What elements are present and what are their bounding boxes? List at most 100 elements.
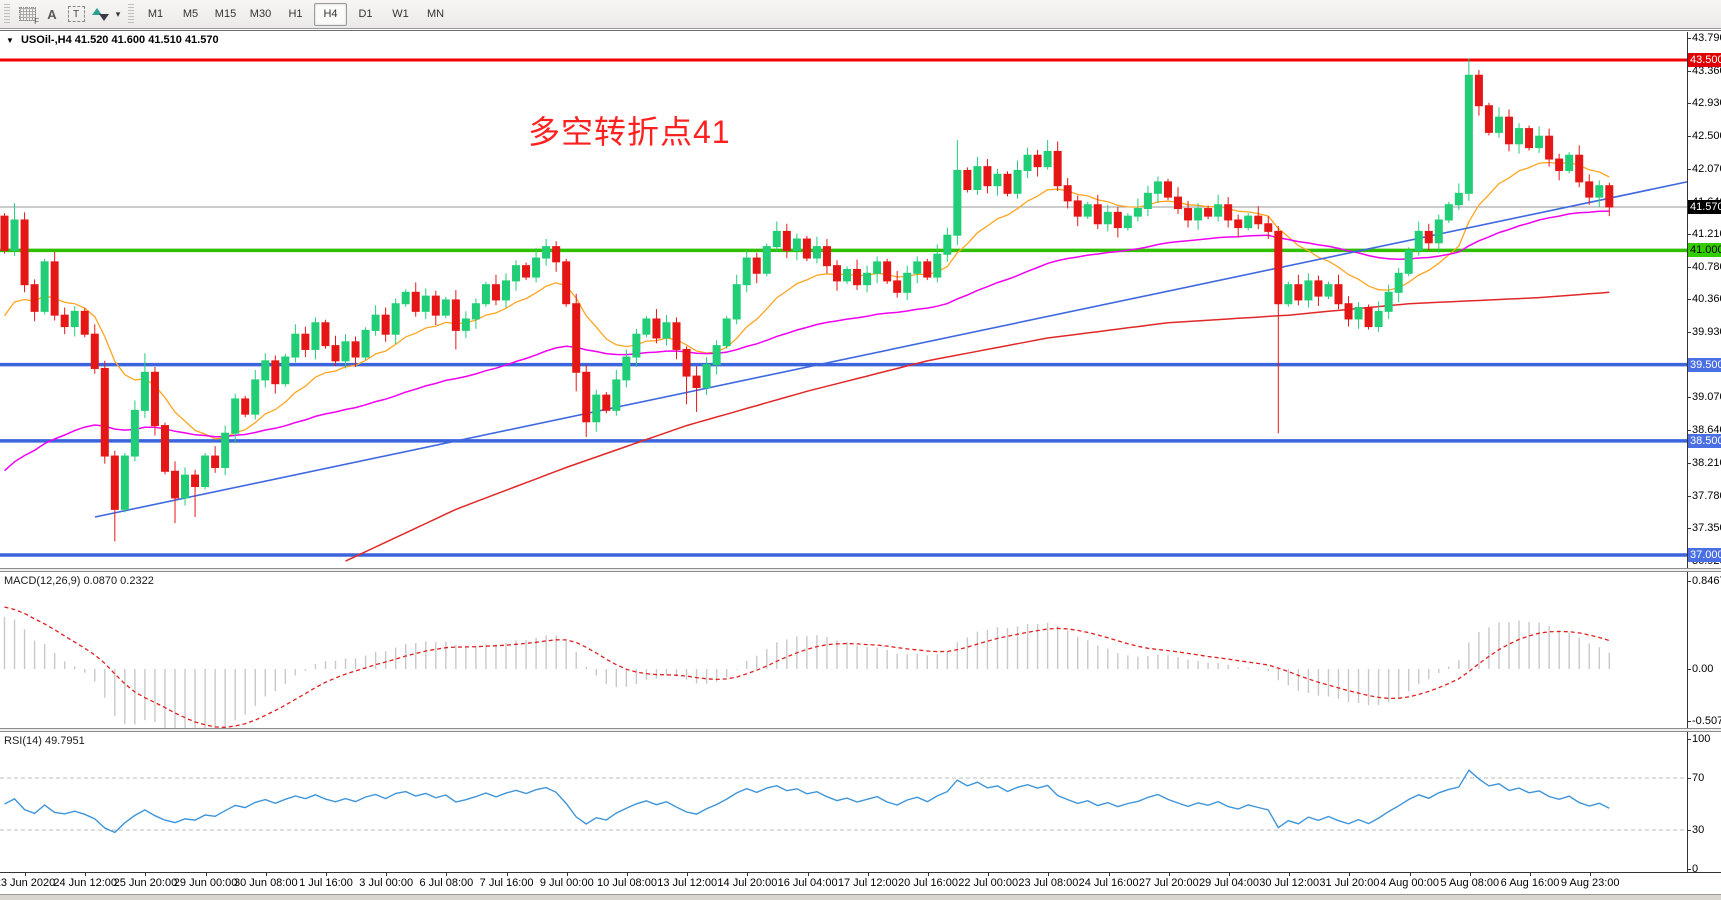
fast-ma-line: [3, 161, 1610, 440]
time-tick-mark: [1048, 873, 1050, 876]
price-tick-label: 37.350: [1692, 522, 1721, 535]
rsi-tick-mark: [1687, 869, 1691, 870]
time-label: 6 Jul 08:00: [419, 877, 474, 889]
rsi-tick-mark: [1687, 830, 1691, 831]
panel-splitter[interactable]: [0, 728, 1721, 732]
price-axis[interactable]: 43.79043.36042.93042.50042.07041.64041.2…: [1687, 32, 1721, 568]
candle-body: [160, 425, 169, 472]
candle-body: [642, 318, 651, 335]
candle-body: [371, 314, 380, 331]
timeframe-toolbar: M1 M5 M15 M30 H1 H4 D1 W1 MN: [138, 0, 453, 28]
price-tick-mark: [1687, 462, 1691, 464]
candle-body: [90, 333, 99, 369]
candle-body: [0, 215, 9, 251]
arrow-objects-dropdown-button[interactable]: ▾: [112, 3, 124, 25]
timeframe-button-h1[interactable]: H1: [288, 8, 303, 20]
candle-body: [461, 318, 470, 331]
candle-body: [592, 394, 601, 423]
font-a-icon: A: [47, 6, 57, 22]
candle-body: [171, 470, 180, 499]
candle-body: [532, 257, 541, 278]
timeframe-button-h4[interactable]: H4: [314, 2, 347, 26]
time-label: 17 Jul 12:00: [837, 877, 898, 889]
macd-panel-svg[interactable]: [0, 572, 1721, 728]
candle-body: [923, 261, 932, 278]
candle-body: [481, 284, 490, 305]
candle-body: [1063, 185, 1072, 202]
candle-body: [542, 246, 551, 259]
rsi-tick-label: 0: [1692, 863, 1699, 875]
rsi-tick-label: 70: [1692, 772, 1705, 784]
candle-body: [1163, 181, 1172, 198]
time-axis[interactable]: 23 Jun 2020 24 Jun 12:00 25 Jun 20:00 29 Ju…: [0, 872, 1721, 895]
timeframe-button-d1[interactable]: D1: [358, 8, 373, 20]
candle-body: [1013, 169, 1022, 194]
candle-body: [1143, 192, 1152, 210]
candle-body: [953, 169, 962, 236]
time-label: 25 Jun 20:00: [113, 877, 178, 889]
font-tool-button[interactable]: A: [40, 3, 64, 25]
time-tick-mark: [807, 873, 809, 876]
timeframe-button-w1[interactable]: W1: [392, 8, 409, 20]
time-label: 31 Jul 20:00: [1319, 877, 1380, 889]
candle-body: [391, 303, 400, 335]
candle-body: [522, 265, 531, 278]
timeframe-button-m1[interactable]: M1: [147, 8, 164, 20]
timeframe-button-mn[interactable]: MN: [426, 8, 445, 20]
timeframe-button-m30[interactable]: M30: [249, 8, 272, 20]
text-label-tool-button[interactable]: T: [64, 3, 88, 25]
toolbar-grip[interactable]: [128, 4, 134, 24]
candle-body: [150, 371, 159, 427]
arrow-objects-button[interactable]: [88, 3, 112, 25]
candle-body: [421, 295, 430, 312]
candle-body: [993, 173, 1002, 187]
candle-body: [1535, 135, 1544, 149]
rsi-axis[interactable]: 100 70 30 0: [1687, 732, 1721, 875]
grid-snap-tool-button[interactable]: F: [14, 3, 40, 26]
candle-body: [832, 265, 841, 282]
price-tick-mark: [1687, 397, 1691, 399]
candle-body: [732, 284, 741, 320]
timeframe-button-m15[interactable]: M15: [214, 8, 237, 20]
price-tick-mark: [1687, 168, 1691, 170]
candle-body: [1023, 154, 1032, 171]
price-tick-mark: [1687, 495, 1691, 497]
panel-splitter[interactable]: [0, 568, 1721, 572]
candle-body: [1033, 154, 1042, 168]
time-label: 20 Jul 16:00: [898, 877, 958, 889]
level-price-label-43.500: 43.500: [1688, 53, 1721, 68]
candle-body: [873, 261, 882, 274]
candle-body: [973, 166, 982, 190]
macd-tick-label: -0.5072: [1692, 715, 1721, 727]
candle-body: [692, 375, 701, 389]
macd-axis[interactable]: 0.8467 0.00 -0.5072: [1687, 572, 1721, 728]
time-tick-mark: [265, 873, 267, 876]
candle-body: [1605, 185, 1614, 208]
timeframe-button-m5[interactable]: M5: [182, 8, 199, 20]
candle-body: [431, 295, 440, 316]
candle-body: [441, 299, 450, 316]
rsi-panel-svg[interactable]: [0, 732, 1721, 872]
candle-body: [1123, 215, 1132, 229]
symbol-dropdown-icon[interactable]: ▼: [6, 36, 14, 45]
candle-body: [261, 360, 270, 381]
candle-body: [221, 432, 230, 468]
chart-title[interactable]: ▼ USOil-,H4 41.520 41.600 41.510 41.570: [6, 34, 219, 46]
candle-body: [812, 246, 821, 259]
time-tick-mark: [386, 873, 388, 876]
candle-body: [822, 246, 831, 267]
time-tick-mark: [446, 873, 448, 876]
candle-body: [983, 166, 992, 187]
candle-body: [622, 356, 631, 381]
price-tick-mark: [1687, 136, 1691, 138]
chart-window[interactable]: ▼ USOil-,H4 41.520 41.600 41.510 41.570 …: [0, 30, 1721, 900]
candle-body: [110, 455, 119, 510]
main-chart-svg[interactable]: [0, 32, 1721, 568]
candle-body: [251, 379, 260, 415]
candle-body: [311, 322, 320, 350]
candle-body: [802, 238, 811, 259]
candle-body: [893, 280, 902, 293]
candle-body: [291, 333, 300, 358]
toolbar-grip[interactable]: [4, 4, 10, 24]
toolbar: F A T ▾ M1 M5 M15 M30 H1 H4 D1 W1 MN: [0, 0, 1721, 29]
